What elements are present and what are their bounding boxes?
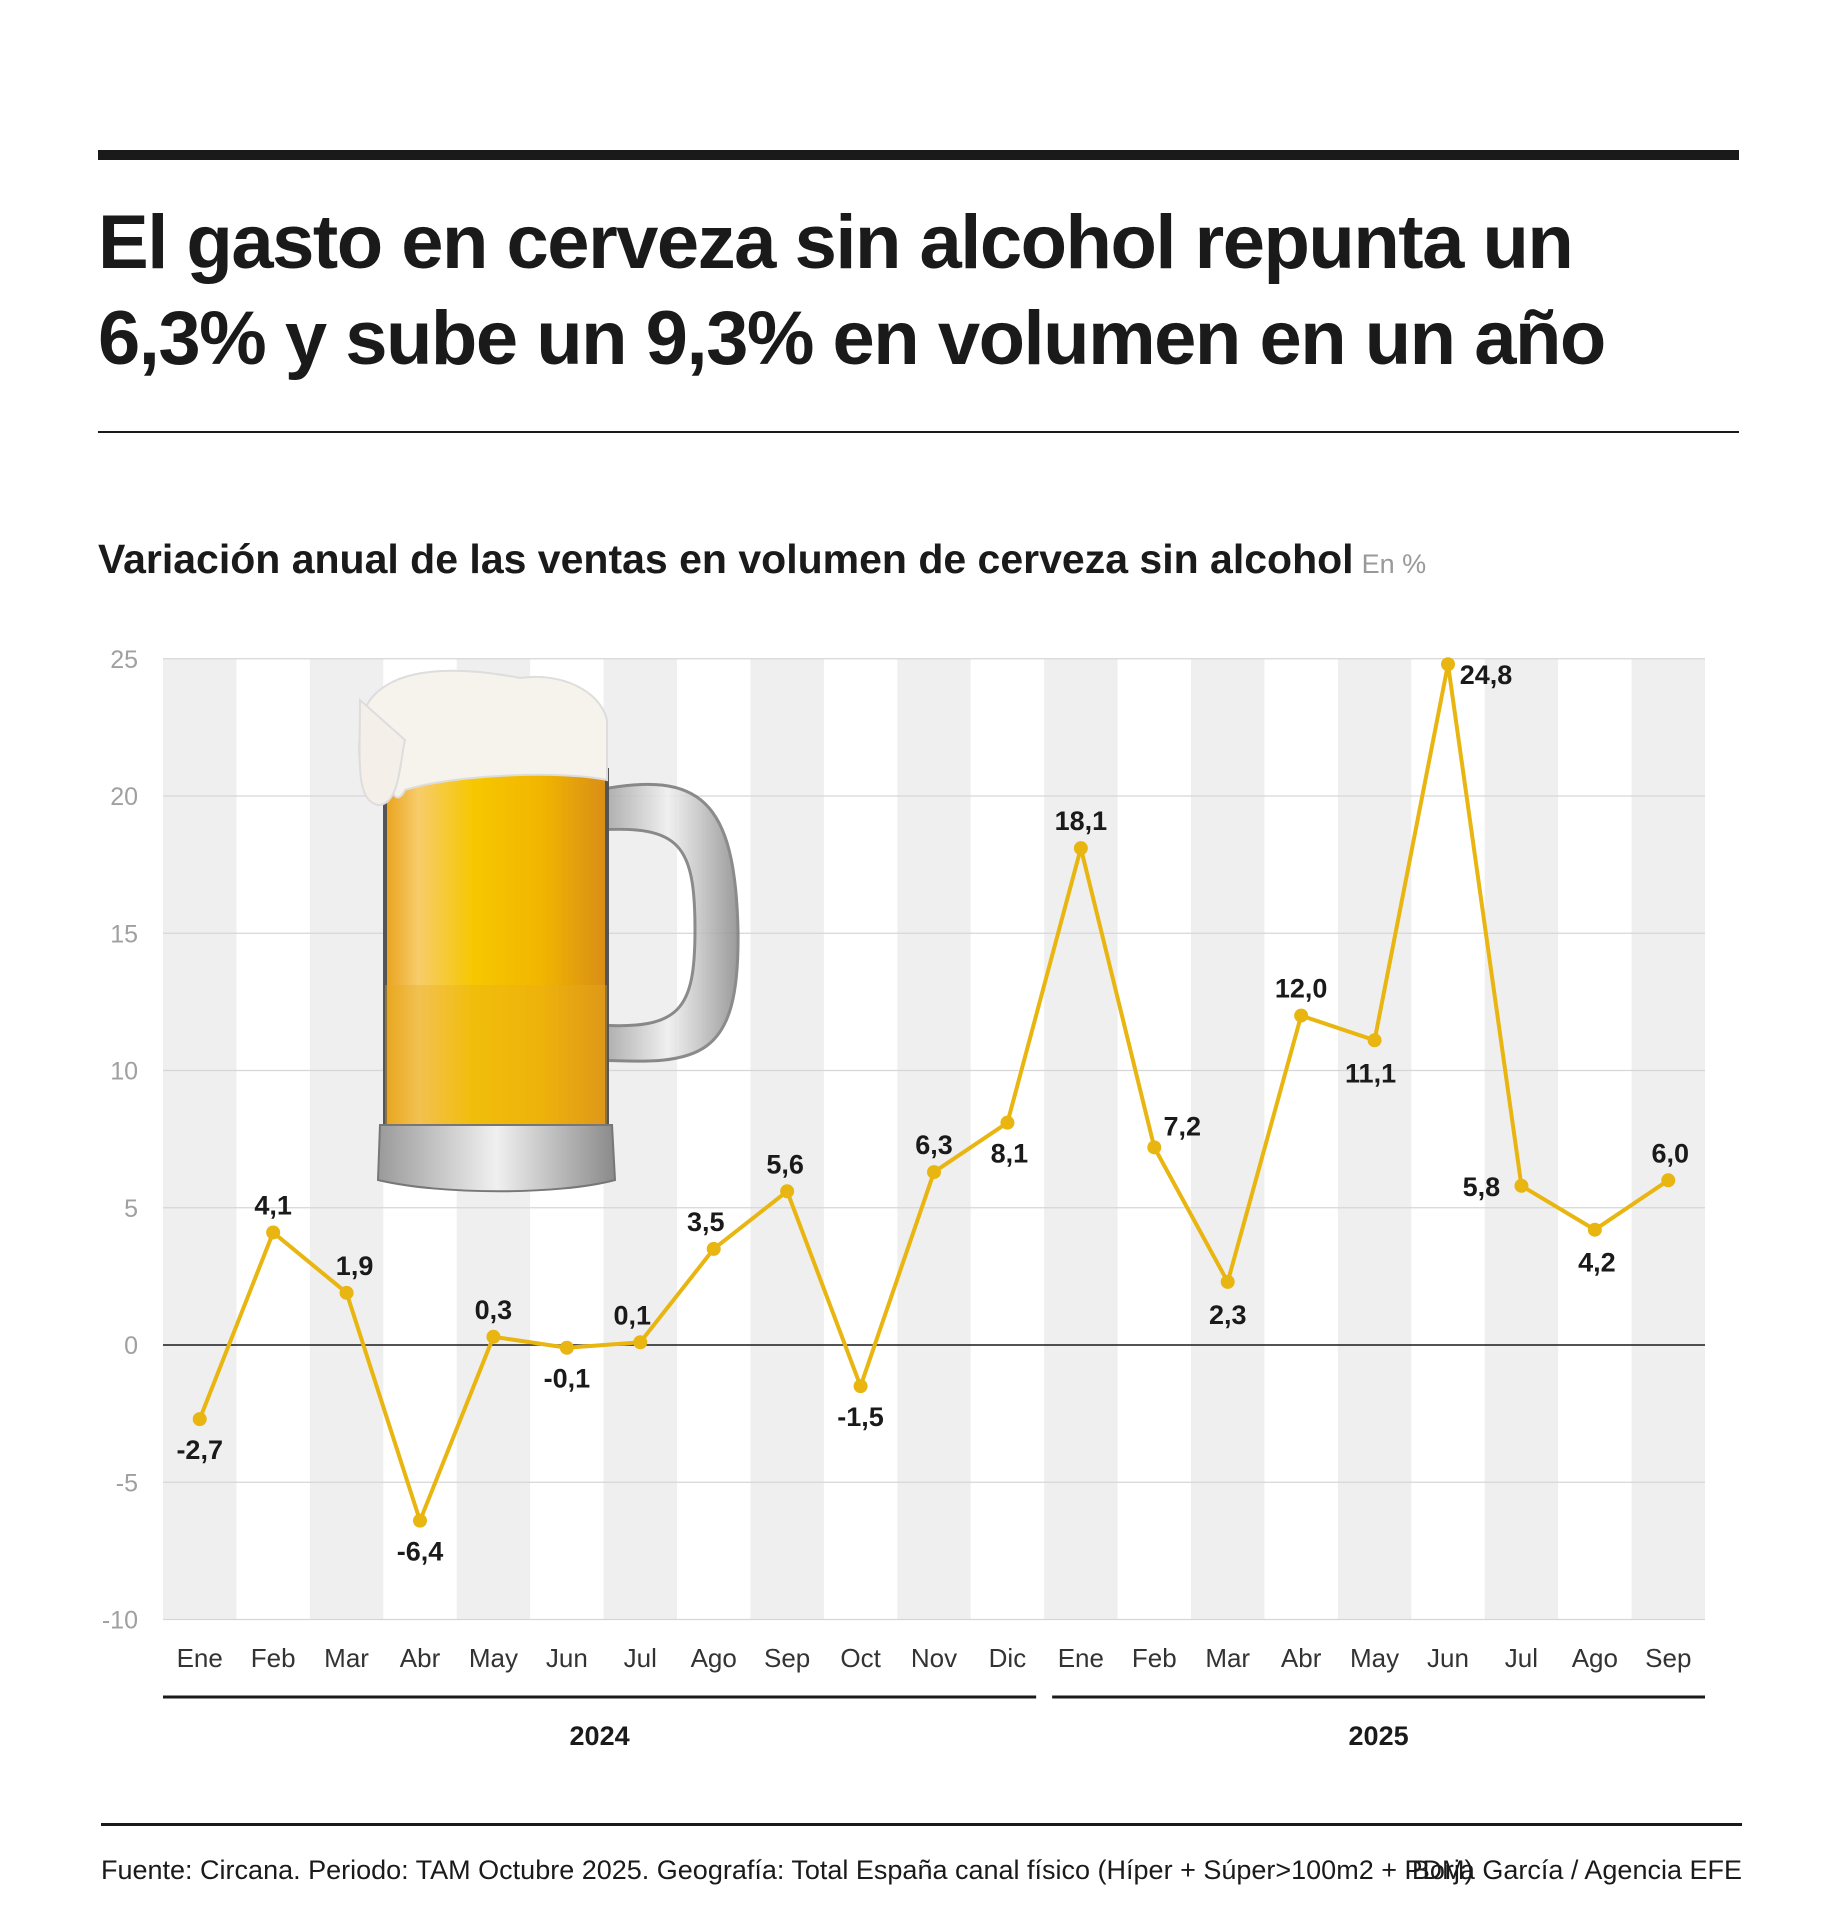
x-tick-label: Jun xyxy=(546,1643,588,1673)
line-chart: 25 20 15 10 5 0 -5 -10 Ene Feb Mar Abr May Jun Jul Ago S… xyxy=(102,646,1705,1751)
data-point xyxy=(266,1225,281,1240)
data-label: 2,3 xyxy=(1209,1300,1247,1330)
x-tick-label: Sep xyxy=(1645,1643,1691,1673)
data-label: 1,9 xyxy=(336,1251,374,1281)
y-tick-label: 15 xyxy=(110,920,138,948)
data-point xyxy=(192,1412,207,1427)
column-band xyxy=(1337,658,1412,1620)
top-bar xyxy=(98,150,1739,160)
y-tick-label: 0 xyxy=(124,1332,138,1360)
data-point xyxy=(1367,1033,1382,1048)
data-label: -1,5 xyxy=(837,1402,884,1432)
data-point xyxy=(1000,1115,1015,1130)
data-point xyxy=(633,1335,648,1350)
x-tick-label: Ago xyxy=(1572,1643,1618,1673)
x-tick-label: Sep xyxy=(764,1643,810,1673)
y-tick-label: 5 xyxy=(124,1195,138,1223)
x-tick-label: Ene xyxy=(1058,1643,1104,1673)
year-label: 2025 xyxy=(1349,1721,1409,1751)
data-point xyxy=(927,1165,941,1180)
x-tick-label: Mar xyxy=(324,1643,369,1673)
x-tick-label: Mar xyxy=(1205,1643,1250,1673)
data-label: 12,0 xyxy=(1275,974,1328,1004)
source-note: Fuente: Circana. Periodo: TAM Octubre 20… xyxy=(101,1855,1474,1885)
data-point xyxy=(1147,1140,1162,1155)
column-band xyxy=(1191,658,1265,1620)
data-point xyxy=(853,1379,868,1394)
data-label: 6,0 xyxy=(1652,1138,1690,1168)
data-label: 4,2 xyxy=(1578,1248,1616,1278)
x-tick-label: Jul xyxy=(624,1643,657,1673)
x-tick-label: Jul xyxy=(1505,1643,1538,1673)
data-labels: -2,7 4,1 1,9 -6,4 0,3 -0,1 0,1 3,5 5,6 -1,5 6,3 8,1… xyxy=(176,660,1689,1566)
data-label: 0,3 xyxy=(475,1295,513,1325)
data-point xyxy=(1587,1222,1602,1237)
data-label: 4,1 xyxy=(254,1190,292,1220)
data-point xyxy=(413,1513,427,1528)
credit: Borja García / Agencia EFE xyxy=(1411,1855,1742,1885)
data-point xyxy=(706,1241,721,1256)
title-rule xyxy=(98,431,1739,433)
data-label: 5,8 xyxy=(1463,1172,1501,1202)
data-point xyxy=(1514,1178,1529,1193)
data-point xyxy=(1661,1173,1676,1188)
data-label: 3,5 xyxy=(687,1207,725,1237)
data-points xyxy=(192,657,1676,1528)
axes: 25 20 15 10 5 0 -5 -10 Ene Feb Mar Abr May Jun Jul Ago S… xyxy=(102,646,1705,1751)
data-label: 11,1 xyxy=(1345,1058,1396,1088)
x-tick-label: Ago xyxy=(691,1643,737,1673)
chart-title: Variación anual de las ventas en volumen… xyxy=(98,536,1426,583)
data-point xyxy=(780,1184,795,1199)
data-point xyxy=(1220,1274,1235,1289)
column-band xyxy=(1631,658,1705,1620)
data-point xyxy=(1441,657,1455,672)
y-tick-label: -5 xyxy=(116,1469,138,1497)
y-tick-label: -10 xyxy=(102,1607,138,1635)
data-label: 8,1 xyxy=(991,1139,1029,1169)
chart-title-text: Variación anual de las ventas en volumen… xyxy=(98,536,1354,582)
x-tick-label: Feb xyxy=(251,1643,296,1673)
data-label: 0,1 xyxy=(614,1300,652,1330)
year-label: 2024 xyxy=(570,1721,630,1751)
data-label: -0,1 xyxy=(544,1364,591,1394)
data-point xyxy=(486,1329,501,1344)
x-tick-label: Nov xyxy=(911,1643,957,1673)
x-tick-label: Feb xyxy=(1132,1643,1177,1673)
data-point xyxy=(559,1340,574,1355)
column-band xyxy=(163,658,237,1620)
x-tick-label: May xyxy=(1350,1643,1399,1673)
beer-mug-illustration xyxy=(358,669,740,1193)
y-tick-label: 20 xyxy=(110,783,138,811)
x-tick-label: Dic xyxy=(989,1643,1027,1673)
data-label: 6,3 xyxy=(915,1130,953,1160)
data-label: -2,7 xyxy=(176,1435,223,1465)
data-label: 24,8 xyxy=(1460,660,1513,690)
data-point xyxy=(1294,1008,1309,1023)
data-label: 18,1 xyxy=(1055,806,1108,836)
data-point xyxy=(339,1285,354,1300)
y-tick-label: 25 xyxy=(110,646,138,674)
x-tick-label: Abr xyxy=(1281,1643,1322,1673)
chart-unit: En % xyxy=(1361,549,1427,579)
y-tick-label: 10 xyxy=(110,1058,138,1086)
data-label: 5,6 xyxy=(766,1149,804,1179)
data-label: 7,2 xyxy=(1164,1111,1202,1141)
data-point xyxy=(1073,841,1088,856)
column-band xyxy=(897,658,971,1620)
data-label: -6,4 xyxy=(397,1537,444,1567)
x-tick-label: May xyxy=(469,1643,518,1673)
x-tick-label: Abr xyxy=(400,1643,441,1673)
x-tick-label: Ene xyxy=(177,1643,223,1673)
x-tick-label: Oct xyxy=(840,1643,881,1673)
column-band xyxy=(1044,658,1118,1620)
column-band xyxy=(309,658,384,1620)
footer-rule xyxy=(101,1823,1742,1826)
column-band xyxy=(1484,658,1559,1620)
x-tick-label: Jun xyxy=(1427,1643,1469,1673)
column-band xyxy=(750,658,824,1620)
page-title: El gasto en cerveza sin alcohol repunta … xyxy=(98,200,1606,381)
